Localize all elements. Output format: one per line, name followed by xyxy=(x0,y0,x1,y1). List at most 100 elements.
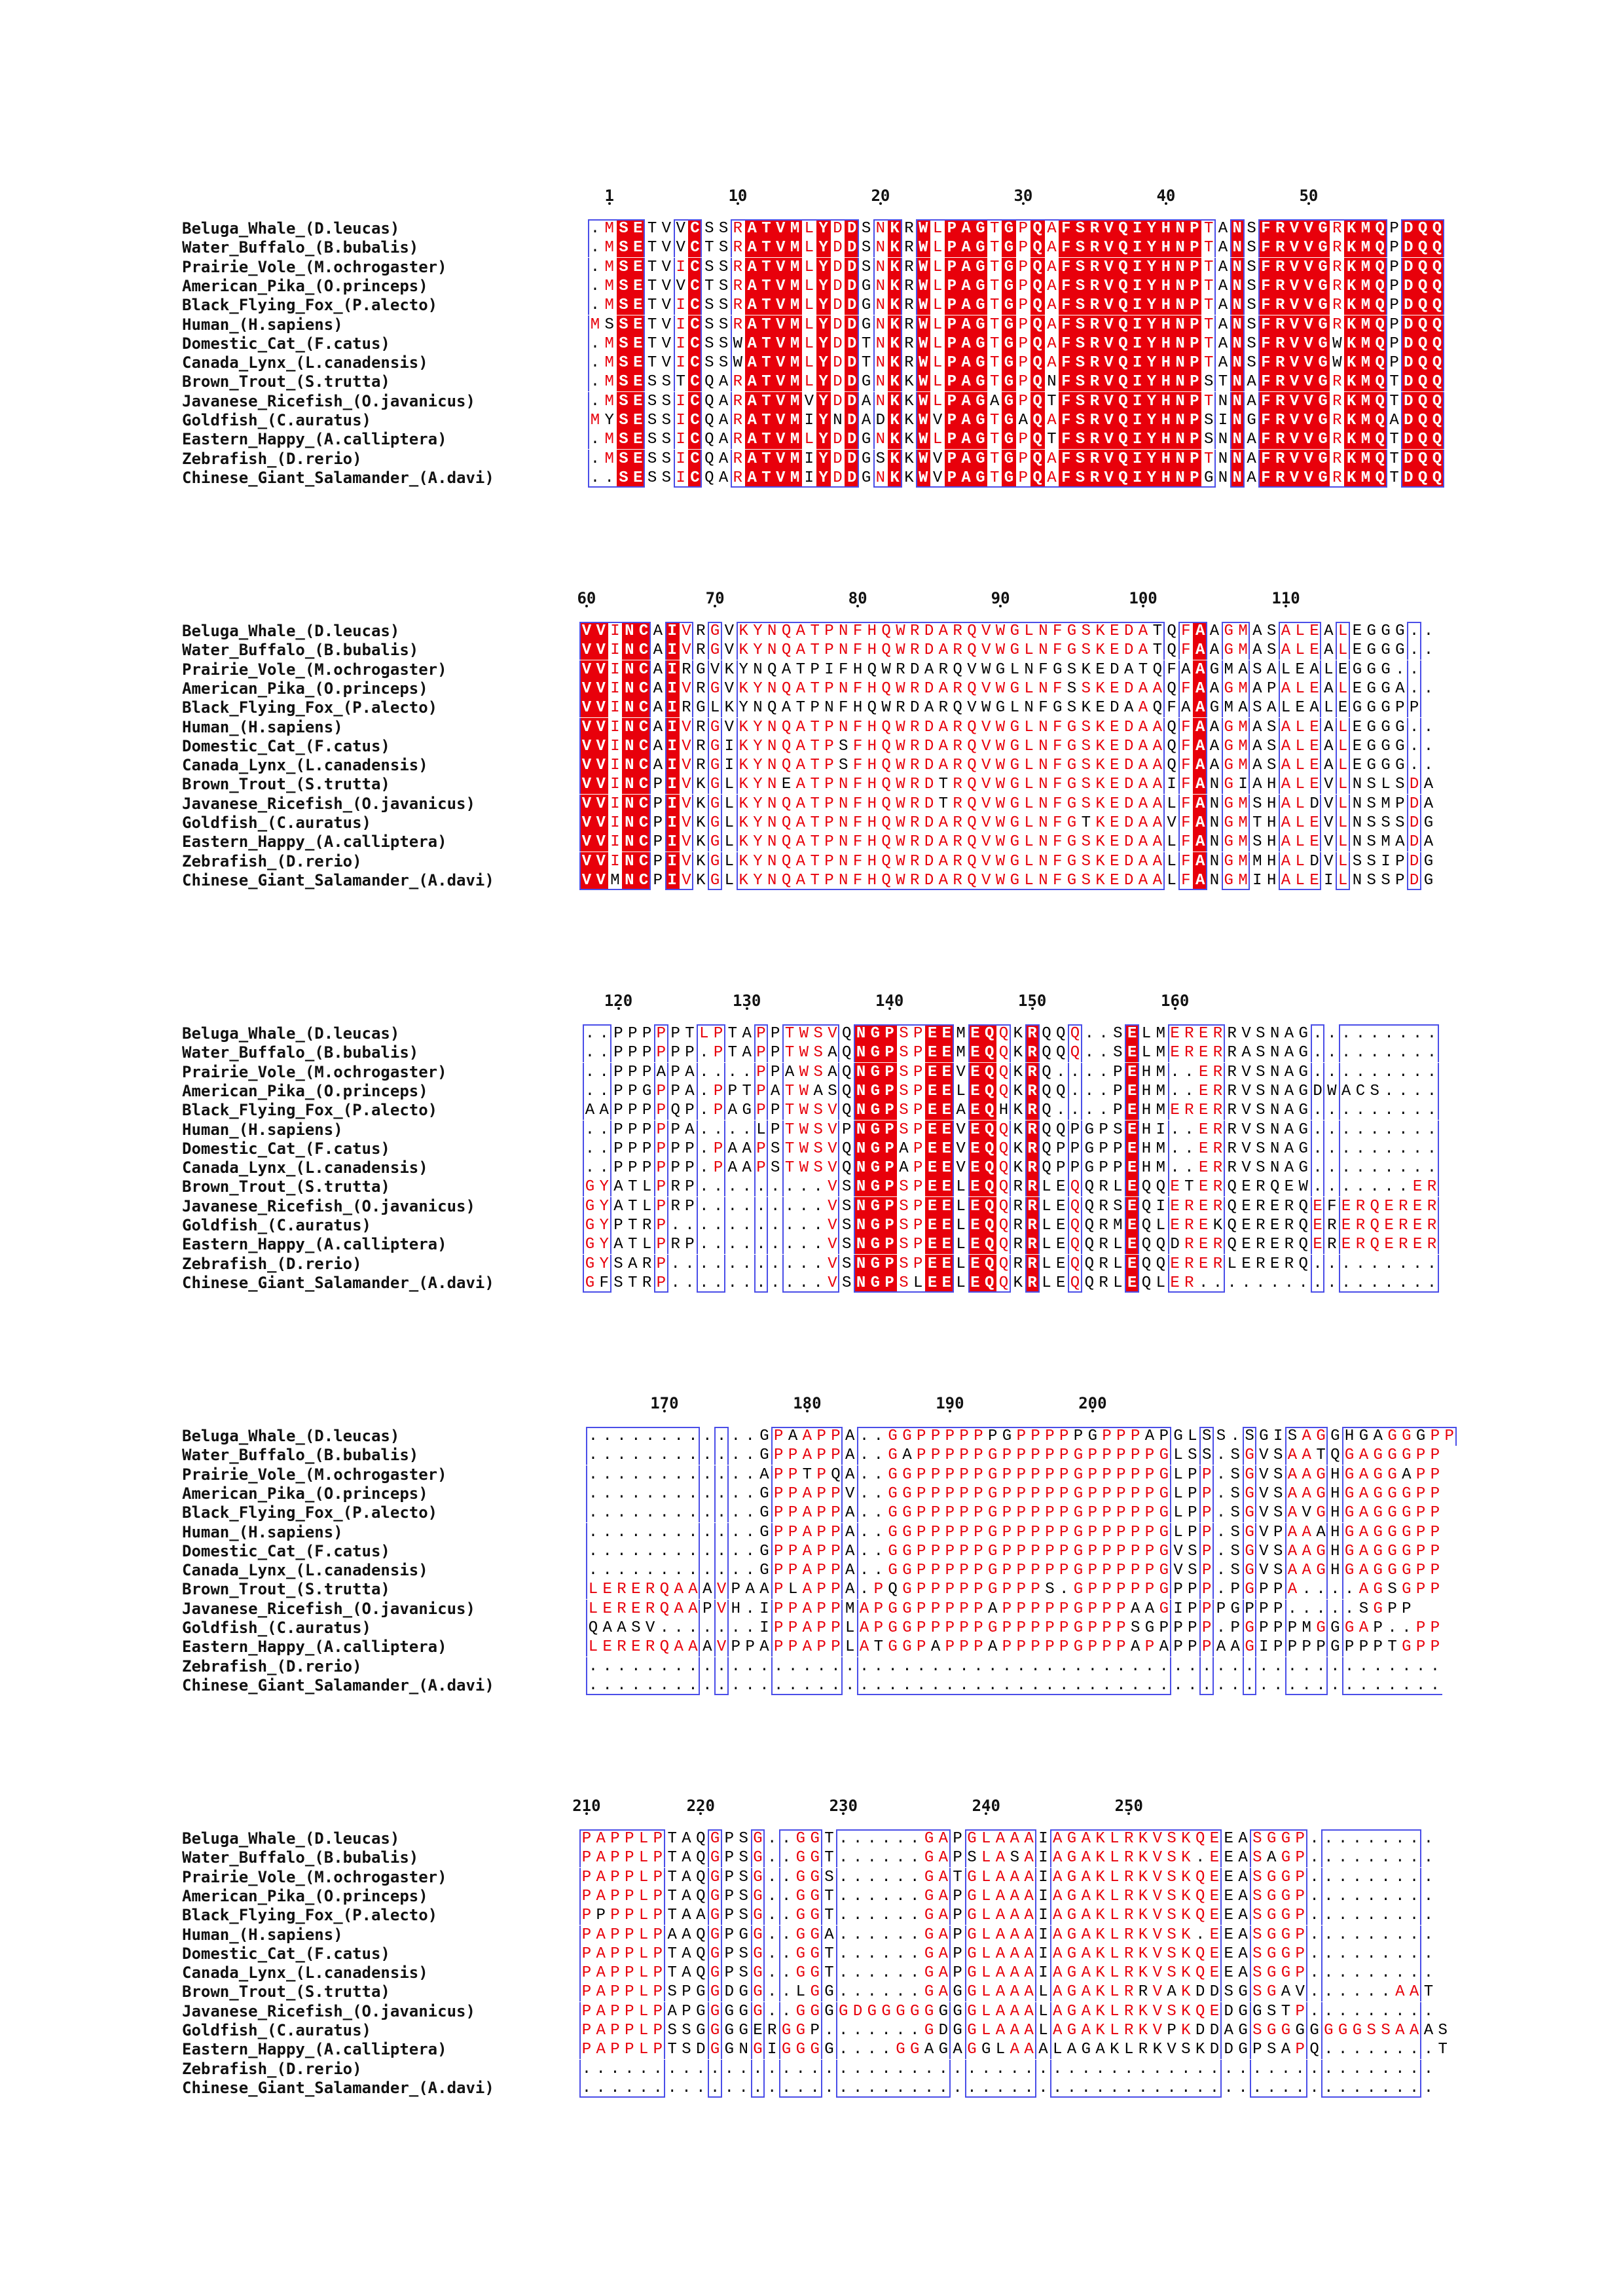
residue: V xyxy=(1167,2041,1176,2059)
residue: P xyxy=(625,1964,634,1982)
residue: P xyxy=(651,1868,665,1887)
residue: G xyxy=(759,1562,769,1580)
residue: P xyxy=(945,1484,955,1503)
residue: . xyxy=(1355,1159,1366,1177)
residue: . xyxy=(771,1274,780,1292)
residue: S xyxy=(842,1197,852,1215)
residue: P xyxy=(653,814,663,832)
residue: N xyxy=(1038,814,1048,832)
residue: Q xyxy=(670,1102,680,1120)
residue: A xyxy=(1284,1063,1294,1081)
residue: G xyxy=(867,2002,877,2020)
residue: M xyxy=(788,430,802,450)
residue: L xyxy=(1336,622,1350,641)
residue: P xyxy=(1188,1619,1197,1637)
residue: . xyxy=(1150,2079,1165,2098)
residue: . xyxy=(588,353,602,372)
residue: P xyxy=(824,776,834,794)
residue: H xyxy=(1330,1484,1340,1503)
residue: . xyxy=(1099,1063,1108,1081)
residue: Q xyxy=(1030,276,1045,296)
residue: . xyxy=(1309,1849,1319,1867)
residue: . xyxy=(767,1945,777,1963)
residue: . xyxy=(1216,1676,1226,1695)
residue: . xyxy=(867,1849,877,1867)
residue: W xyxy=(881,699,891,717)
residue: A xyxy=(936,1829,951,1848)
residue: A xyxy=(802,1600,812,1618)
residue: T xyxy=(824,1849,834,1867)
residue: . xyxy=(602,1465,612,1484)
residue: A xyxy=(1050,1982,1065,2001)
residue: . xyxy=(600,1676,615,1695)
residue: V xyxy=(680,641,694,660)
alignment-row: Eastern_Happy_(A.calliptera) G Y A T L P R P....… xyxy=(0,1235,1623,1255)
residue: T xyxy=(795,660,806,679)
residue: A xyxy=(744,468,759,488)
residue: G xyxy=(1266,1907,1277,1925)
residue: S xyxy=(739,1945,748,1963)
residue: G xyxy=(973,391,988,411)
residue: S xyxy=(1113,1197,1123,1215)
residue: G xyxy=(1366,737,1376,755)
residue: P xyxy=(651,1887,665,1906)
residue: G xyxy=(1084,1159,1094,1177)
residue: G xyxy=(1330,1427,1340,1445)
residue: A xyxy=(1022,1848,1036,1867)
residue: P xyxy=(685,1044,695,1062)
residue: A xyxy=(1218,296,1228,315)
residue: R xyxy=(1184,1236,1194,1254)
residue: . xyxy=(779,1982,793,2001)
residue: I xyxy=(1273,1427,1283,1445)
residue: G xyxy=(1243,1446,1257,1465)
residue: N xyxy=(1218,431,1228,449)
residue: E xyxy=(1198,1044,1209,1062)
residue: P xyxy=(610,1887,620,1905)
species-label: Javanese_Ricefish_(O.javanicus) xyxy=(182,2001,475,2020)
residue: S xyxy=(1081,795,1091,813)
residue: . xyxy=(1339,1121,1353,1139)
residue: R xyxy=(1256,1197,1266,1215)
residue: . xyxy=(1387,1657,1397,1676)
residue: L xyxy=(1173,1446,1183,1465)
residue: P xyxy=(1293,1906,1307,1925)
alignment-row: Beluga_Whale_(D.leucas)............ G P A A P… xyxy=(0,1427,1623,1446)
residue: P xyxy=(1018,296,1028,315)
residue: . xyxy=(836,1887,850,1906)
residue: S xyxy=(1243,1427,1257,1446)
residue: . xyxy=(1425,1255,1439,1274)
residue: Q xyxy=(996,1082,1011,1101)
residue: . xyxy=(697,1139,711,1158)
species-label: Brown_Trout_(S.trutta) xyxy=(182,1580,390,1599)
residue: E xyxy=(1198,1102,1209,1120)
residue: . xyxy=(767,1830,777,1848)
residue: I xyxy=(1038,1907,1048,1925)
residue: . xyxy=(1302,1581,1311,1599)
residue: R xyxy=(1025,1139,1040,1158)
residue: Q xyxy=(881,852,891,870)
residue: P xyxy=(1016,1619,1026,1637)
position-tick-mark xyxy=(1164,202,1167,205)
residue: T xyxy=(990,431,1000,449)
residue: . xyxy=(1327,1178,1337,1196)
residue: G xyxy=(1238,2002,1248,2020)
residue: S xyxy=(771,1139,780,1158)
residue: . xyxy=(867,1945,877,1963)
residue: M xyxy=(788,257,802,277)
residue: A xyxy=(795,641,806,660)
residue: V xyxy=(1287,411,1302,430)
residue: D xyxy=(1207,2040,1222,2059)
residue: A xyxy=(845,1504,855,1522)
residue: G xyxy=(1281,1926,1291,1944)
residue: A xyxy=(802,1562,812,1580)
residue: P xyxy=(1293,1945,1307,1964)
residue: P xyxy=(1188,1484,1197,1503)
residue: R xyxy=(1025,1216,1040,1235)
residue: V xyxy=(826,1177,840,1196)
residue: R xyxy=(1398,1236,1408,1254)
residue: A xyxy=(613,1178,623,1196)
residue: F xyxy=(1052,852,1063,870)
residue: K xyxy=(904,373,914,391)
